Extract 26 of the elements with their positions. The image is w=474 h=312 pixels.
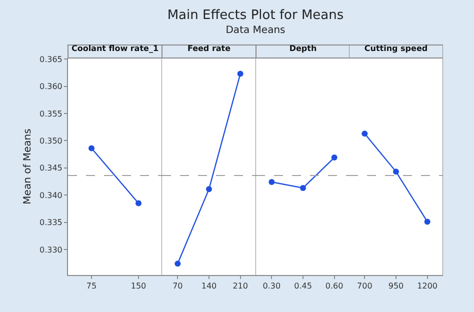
x-tick-label: 140 bbox=[201, 282, 216, 291]
x-tick-label: 950 bbox=[388, 282, 404, 291]
x-tick-label: 0.30 bbox=[262, 282, 280, 291]
y-tick-label: 0.330 bbox=[39, 245, 62, 254]
y-tick-label: 0.365 bbox=[39, 54, 62, 64]
y-tick-label: 0.350 bbox=[39, 136, 62, 146]
y-tick-label: 0.345 bbox=[39, 164, 62, 173]
x-tick-label: 210 bbox=[232, 282, 248, 291]
chart-title: Feed rate bbox=[187, 44, 231, 53]
y-tick-label: 0.355 bbox=[39, 109, 62, 118]
x-tick-label: 75 bbox=[86, 282, 97, 291]
x-tick-label: 700 bbox=[357, 282, 373, 291]
text: Main Effects Plot for Means bbox=[166, 8, 345, 23]
text: Data Means bbox=[224, 25, 286, 36]
chart-title: Depth bbox=[288, 44, 316, 53]
x-tick-label: 1200 bbox=[417, 282, 438, 291]
x-tick-label: 0.45 bbox=[294, 282, 312, 291]
y-axis-title: Mean of Means bbox=[22, 128, 34, 204]
y-tick-label: 0.340 bbox=[39, 190, 62, 200]
y-tick-label: 0.335 bbox=[39, 218, 62, 228]
chart-title: Cutting speed bbox=[364, 44, 428, 53]
x-tick-label: 0.60 bbox=[324, 282, 343, 291]
x-tick-label: 150 bbox=[130, 282, 146, 291]
x-tick-label: 70 bbox=[172, 282, 183, 291]
chart-title: Coolant flow rate_1 bbox=[71, 44, 159, 53]
y-tick-label: 0.360 bbox=[39, 82, 62, 92]
